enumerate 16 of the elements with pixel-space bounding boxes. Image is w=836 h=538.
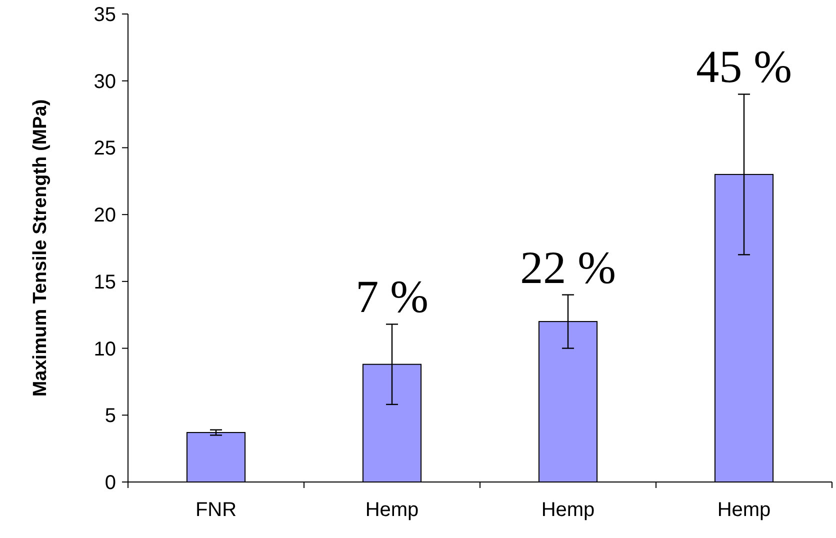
x-tick-label: Hemp — [541, 499, 595, 521]
annotation: 7 % — [356, 271, 428, 322]
x-tick-label: Hemp — [717, 499, 771, 521]
x-tick-label: FNR — [195, 499, 237, 521]
y-axis-title: Maximum Tensile Strength (MPa) — [30, 99, 51, 397]
y-tick-label: 35 — [94, 4, 116, 26]
y-tick-label: 25 — [94, 138, 116, 160]
annotation: 45 % — [696, 41, 792, 92]
x-tick-label: Hemp — [365, 499, 419, 521]
y-tick-label: 15 — [94, 271, 116, 294]
annotation: 22 % — [520, 242, 616, 293]
y-tick-label: 30 — [94, 70, 116, 93]
y-tick-label: 5 — [104, 405, 116, 428]
y-tick-label: 20 — [94, 204, 116, 227]
y-tick-label: 0 — [104, 472, 116, 494]
y-tick-label: 10 — [94, 338, 116, 360]
